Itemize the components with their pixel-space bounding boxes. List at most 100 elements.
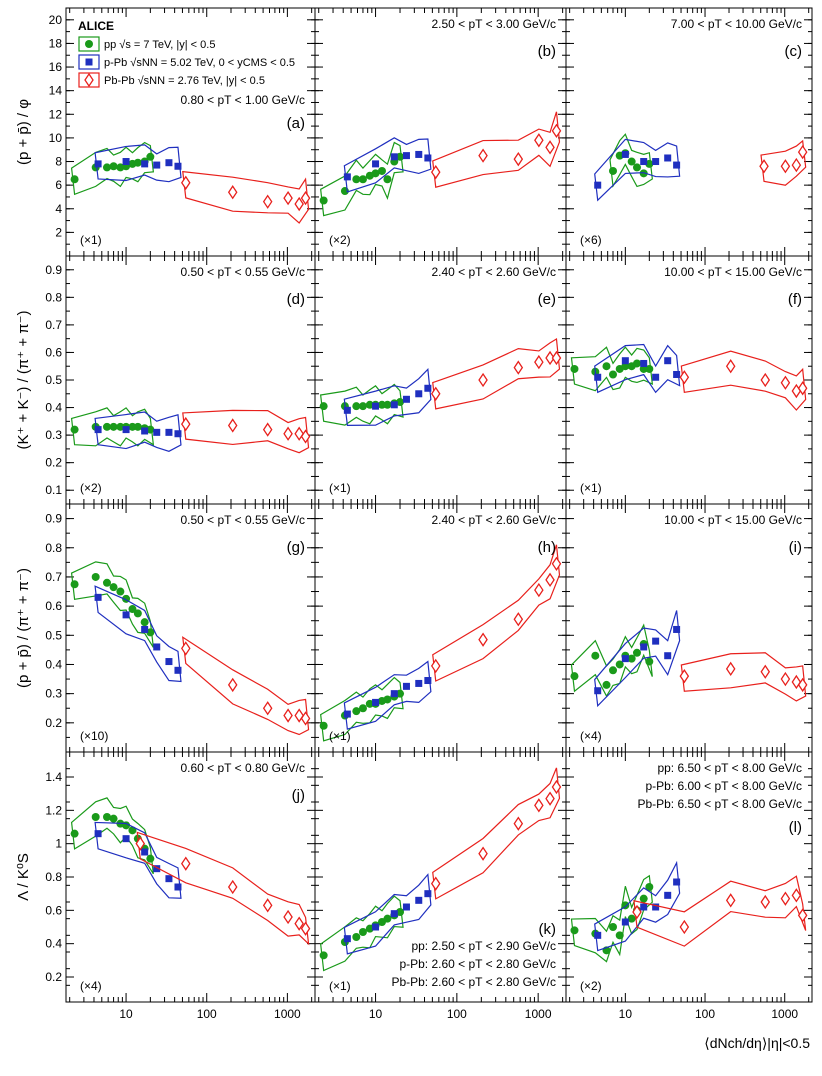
legend: ALICE pp √s = 7 TeV, |y| < 0.5 p-Pb √sNN … bbox=[78, 19, 295, 88]
Pb-Pb-data-point bbox=[551, 556, 562, 571]
p-Pb-data-point bbox=[664, 891, 672, 899]
p-Pb-sys-band bbox=[343, 137, 432, 193]
y-tick-label: 0.2 bbox=[45, 716, 62, 730]
p-Pb-data-point bbox=[621, 655, 629, 663]
pp-sys-band bbox=[320, 141, 404, 217]
pt-range-label: Pb-Pb: 6.50 < pT < 8.00 GeV/c bbox=[637, 797, 802, 811]
Pb-Pb-data-point bbox=[797, 144, 808, 160]
pp-data-point bbox=[383, 695, 392, 704]
panel-grid: 2 4 6 8 10 12 14 16 18 20 0.80 < pT < 1.00 GeV/c (a… bbox=[45, 7, 813, 1021]
pp-data-point bbox=[319, 402, 328, 411]
p-Pb-data-point bbox=[424, 154, 432, 162]
pp-data-point bbox=[365, 699, 374, 708]
p-Pb-data-point bbox=[652, 903, 660, 911]
panel-letter: (h) bbox=[538, 539, 556, 556]
x-tick-label: 100 bbox=[695, 1007, 715, 1021]
Pb-Pb-data-point bbox=[430, 386, 441, 401]
pp-data-point bbox=[146, 425, 155, 434]
row-ylabel: (p + p̄) / (π⁺ + π⁻) bbox=[15, 568, 32, 688]
p-Pb-data-point bbox=[165, 658, 173, 666]
pp-data-point bbox=[591, 651, 600, 660]
p-Pb-data-point bbox=[141, 848, 149, 856]
Pb-Pb-sys-band bbox=[760, 139, 807, 186]
y-tick-label: 0.8 bbox=[45, 290, 62, 304]
Pb-Pb-data-point bbox=[545, 572, 555, 588]
p-Pb-data-point bbox=[390, 690, 398, 698]
Pb-Pb-data-point bbox=[725, 661, 736, 677]
pt-range-label: 0.50 < pT < 0.55 GeV/c bbox=[180, 265, 305, 279]
row-ylabel: (K⁺ + K⁻) / (π⁺ + π⁻) bbox=[15, 310, 32, 449]
y-tick-label: 0.5 bbox=[45, 628, 62, 642]
p-Pb-data-point bbox=[621, 150, 629, 158]
y-tick-label: 14 bbox=[49, 84, 63, 98]
x-tick-label: 10 bbox=[369, 1007, 383, 1021]
pp-data-point bbox=[319, 721, 328, 730]
y-tick-label: 0.6 bbox=[45, 599, 62, 613]
Pb-Pb-data-point bbox=[780, 375, 791, 390]
panel-k: 10 100 1000 pp: 2.50 < pT < 2.90 GeV/c p-Pb:… bbox=[314, 751, 567, 1021]
pp-data-point bbox=[645, 657, 654, 666]
Pb-Pb-data-point bbox=[513, 151, 524, 167]
Pb-Pb-data-point bbox=[534, 133, 544, 148]
Pb-Pb-data-point bbox=[534, 582, 544, 598]
y-tick-label: 1.2 bbox=[45, 803, 62, 817]
Pb-Pb-data-point bbox=[300, 921, 311, 936]
Pb-Pb-legend-marker bbox=[84, 72, 94, 88]
p-Pb-data-point bbox=[621, 357, 629, 365]
y-tick-label: 0.4 bbox=[45, 657, 62, 671]
y-tick-label: 10 bbox=[49, 131, 63, 145]
scale-factor-label: (×4) bbox=[580, 729, 602, 743]
Pb-Pb-data-point bbox=[181, 856, 191, 871]
pt-range-label: Pb-Pb: 2.60 < pT < 2.80 GeV/c bbox=[391, 975, 556, 989]
p-Pb-data-point bbox=[94, 426, 102, 434]
p-Pb-sys-band bbox=[594, 610, 681, 708]
pp-data-point bbox=[116, 422, 125, 431]
pp-data-point bbox=[396, 689, 405, 698]
panel-d: 0.1 0.2 0.3 0.4 0.5 0.6 0.7 0.8 0.9 0.50 < pT < 0… bbox=[45, 255, 316, 505]
panel-letter: (a) bbox=[287, 115, 305, 132]
Pb-Pb-data-point bbox=[760, 894, 771, 910]
pp-data-point bbox=[70, 580, 79, 589]
p-Pb-data-point bbox=[372, 923, 380, 931]
pp-data-point bbox=[109, 583, 118, 592]
p-Pb-data-point bbox=[141, 427, 149, 435]
Pb-Pb-data-point bbox=[551, 779, 562, 795]
x-tick-label: 10 bbox=[119, 1007, 133, 1021]
p-Pb-data-point bbox=[165, 428, 173, 436]
panel-letter: (e) bbox=[538, 291, 556, 308]
p-Pb-data-point bbox=[153, 643, 161, 651]
pp-sys-band bbox=[70, 561, 154, 648]
pp-data-point bbox=[146, 152, 155, 161]
panel-frame bbox=[565, 7, 813, 257]
panel-frame bbox=[314, 7, 567, 257]
scale-factor-label: (×1) bbox=[329, 729, 351, 743]
Pb-Pb-data-point bbox=[478, 372, 488, 388]
panel-b: 2.50 < pT < 3.00 GeV/c (b) (×2) bbox=[314, 7, 567, 257]
Pb-Pb-legend-label: Pb-Pb √sNN = 2.76 TeV, |y| < 0.5 bbox=[104, 75, 265, 87]
y-tick-label: 0.3 bbox=[45, 428, 62, 442]
pt-range-label: 0.60 < pT < 0.80 GeV/c bbox=[180, 761, 305, 775]
pp-data-point bbox=[377, 166, 386, 175]
Pb-Pb-data-point bbox=[679, 668, 690, 684]
pt-range-label: 2.40 < pT < 2.60 GeV/c bbox=[431, 513, 556, 527]
p-Pb-sys-band bbox=[94, 144, 182, 183]
panel-letter: (i) bbox=[789, 539, 802, 556]
p-Pb-data-point bbox=[424, 890, 432, 898]
p-Pb-sys-band bbox=[94, 585, 182, 683]
pp-data-point bbox=[645, 159, 654, 168]
Pb-Pb-data-point bbox=[791, 888, 802, 903]
pt-range-label: 2.50 < pT < 3.00 GeV/c bbox=[431, 17, 556, 31]
pp-data-point bbox=[632, 648, 641, 657]
p-Pb-data-point bbox=[424, 384, 432, 392]
y-tick-label: 0.6 bbox=[45, 903, 62, 917]
Pb-Pb-data-point bbox=[551, 123, 562, 138]
row-ylabel: Λ / K⁰S bbox=[15, 853, 32, 901]
pp-data-point bbox=[645, 364, 654, 373]
Pb-Pb-data-point bbox=[430, 658, 441, 674]
pp-sys-band bbox=[570, 346, 654, 392]
pp-data-point bbox=[609, 370, 618, 379]
y-tick-label: 0.4 bbox=[45, 401, 62, 415]
p-Pb-data-point bbox=[390, 910, 398, 918]
Pb-Pb-data-point bbox=[430, 164, 441, 180]
